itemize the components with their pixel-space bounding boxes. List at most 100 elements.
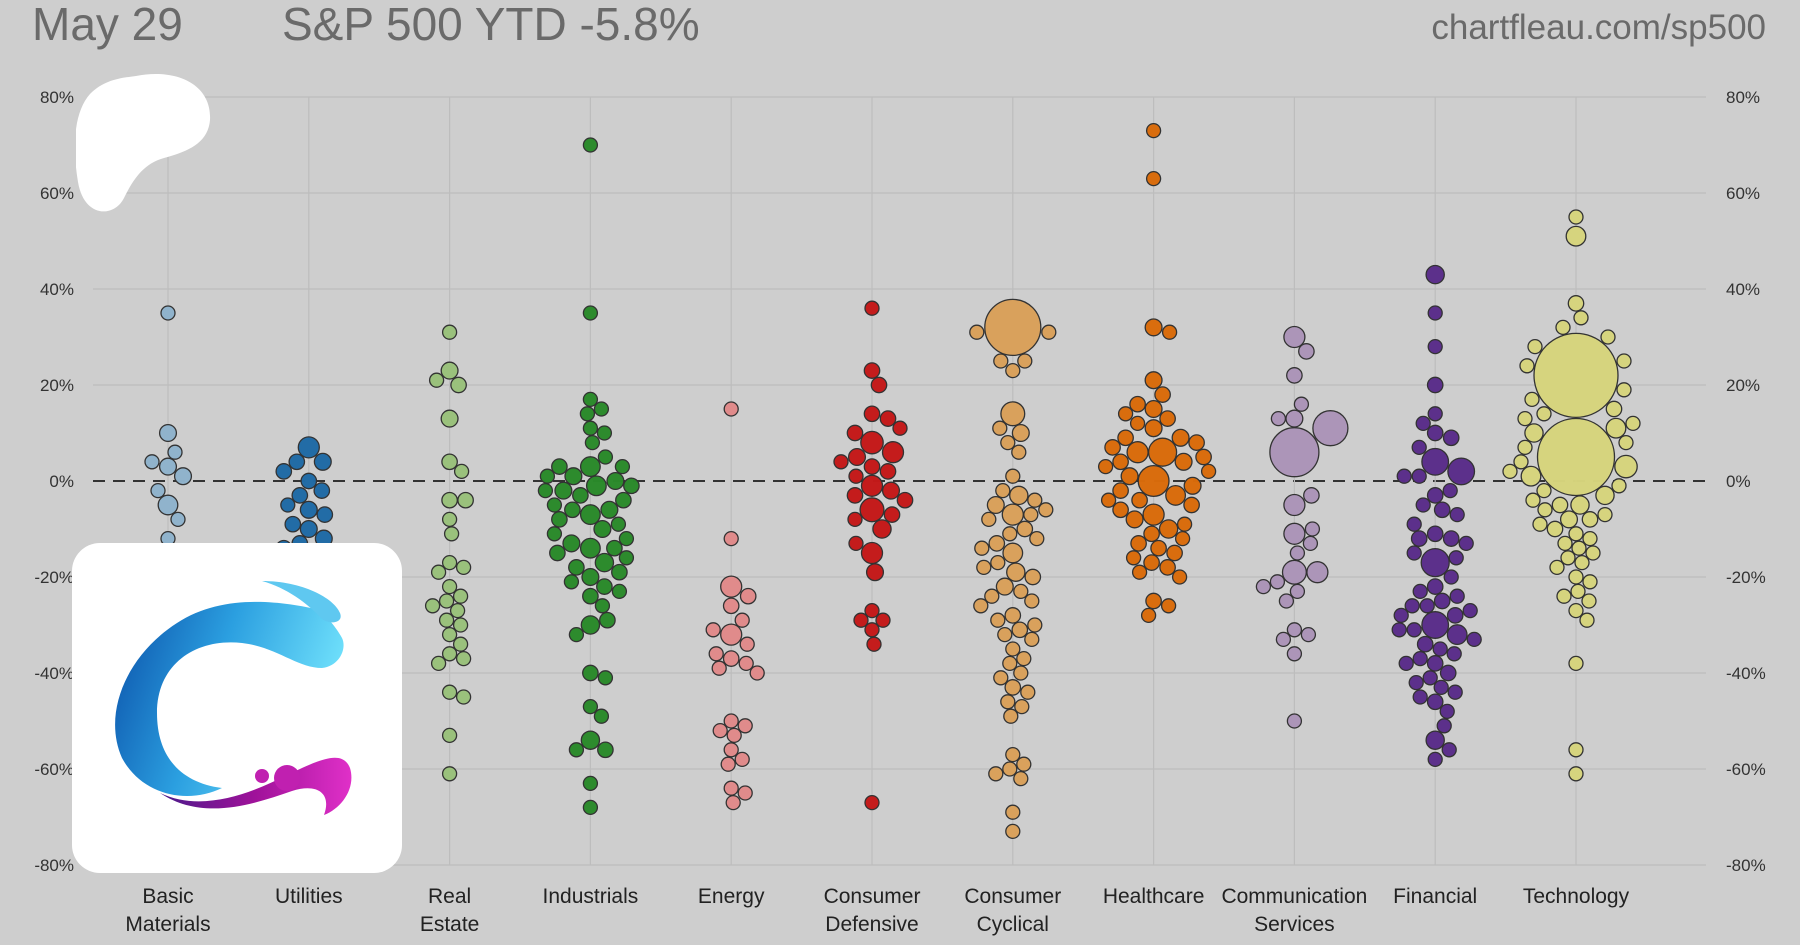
data-point (723, 530, 739, 547)
data-point (993, 670, 1009, 686)
data-point (1269, 574, 1286, 590)
data-point (705, 622, 721, 638)
data-point (313, 452, 332, 471)
data-point (864, 622, 880, 638)
data-point (618, 550, 635, 566)
data-point (1532, 516, 1548, 532)
data-point (618, 530, 635, 547)
category-label: Financial (1393, 885, 1477, 908)
data-point (1568, 766, 1584, 782)
y-tick-left: 80% (40, 88, 74, 107)
data-point (1023, 506, 1039, 523)
data-point (995, 577, 1014, 596)
data-point (1600, 329, 1616, 345)
category-label: Consumer (824, 885, 921, 908)
data-point (1568, 526, 1584, 542)
data-point (974, 540, 990, 556)
data-point (1005, 746, 1021, 763)
data-point (438, 593, 455, 609)
y-tick-right: 40% (1726, 280, 1760, 299)
data-point (1117, 406, 1134, 422)
data-point (623, 477, 640, 495)
data-point (606, 539, 623, 557)
data-point (860, 474, 884, 497)
data-point (1519, 358, 1535, 374)
data-point (846, 424, 864, 442)
data-point (1154, 386, 1171, 403)
category-label: Real (428, 885, 471, 908)
data-point (1004, 607, 1022, 624)
data-point (441, 646, 458, 662)
c-wave-logo-icon (115, 581, 352, 815)
data-point (993, 353, 1009, 369)
data-point (579, 406, 596, 422)
data-point (441, 578, 458, 595)
data-point (1568, 209, 1584, 225)
data-point (596, 578, 613, 595)
data-point (1520, 465, 1542, 487)
y-tick-left: 60% (40, 184, 74, 203)
data-point (1144, 419, 1163, 438)
data-point (614, 458, 631, 475)
data-point (863, 362, 881, 379)
data-point (537, 482, 554, 499)
category-label: Basic (142, 885, 193, 908)
data-point (981, 511, 997, 528)
data-point (1570, 495, 1590, 515)
data-point (1125, 550, 1142, 566)
data-point (1412, 689, 1428, 705)
data-point (1020, 684, 1036, 700)
data-point (452, 636, 469, 652)
data-point (582, 587, 599, 605)
data-point (847, 511, 863, 528)
data-point (1255, 578, 1272, 595)
data-point (1293, 396, 1310, 412)
data-point (1447, 457, 1476, 486)
data-point (1555, 319, 1571, 336)
data-point (1415, 415, 1431, 432)
data-point (594, 552, 615, 573)
data-point (711, 660, 727, 676)
data-point (441, 626, 458, 643)
data-point (546, 526, 563, 542)
data-point (1001, 503, 1024, 526)
data-point (1432, 641, 1448, 657)
data-point (594, 598, 611, 614)
data-point (1426, 424, 1444, 442)
data-point (593, 708, 610, 724)
data-point (1286, 713, 1303, 729)
data-point (1549, 559, 1565, 576)
data-point (1129, 415, 1146, 432)
data-point (1283, 522, 1306, 545)
data-point (1011, 621, 1029, 639)
data-point (1027, 617, 1043, 633)
data-point (1582, 574, 1598, 590)
data-point (585, 475, 607, 497)
data-point (593, 519, 612, 539)
data-point (299, 500, 318, 519)
data-point (1131, 564, 1148, 580)
data-point (1002, 542, 1024, 564)
data-point (288, 453, 306, 471)
data-point (424, 598, 441, 614)
data-point (1013, 583, 1029, 600)
data-point (597, 741, 614, 759)
data-point (1458, 535, 1474, 552)
data-point (1536, 406, 1552, 422)
data-point (1433, 501, 1451, 519)
app-logo (72, 543, 402, 873)
data-point (1533, 332, 1619, 419)
data-point (1433, 679, 1449, 696)
data-point (1442, 482, 1458, 499)
data-point (1581, 511, 1599, 528)
category-label: Technology (1523, 885, 1630, 908)
data-point (1013, 770, 1029, 787)
data-point (1270, 410, 1287, 427)
data-point (1145, 170, 1162, 187)
data-point (275, 463, 293, 480)
data-point (551, 511, 568, 528)
data-point (455, 650, 472, 667)
data-point (1421, 447, 1450, 476)
data-point (1556, 588, 1572, 604)
data-point (1298, 343, 1315, 360)
